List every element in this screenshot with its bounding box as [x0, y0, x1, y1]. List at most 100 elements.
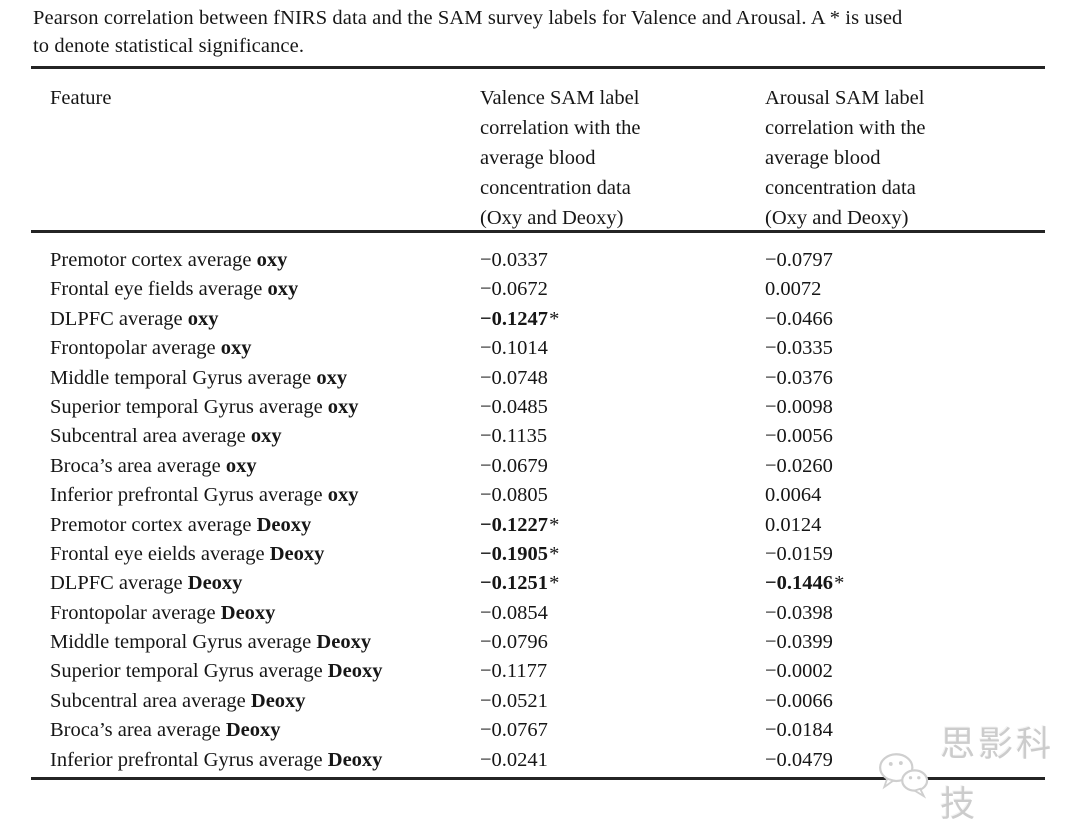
- feature-cell: Broca’s area average Deoxy: [50, 716, 480, 745]
- feature-modifier: oxy: [220, 337, 252, 360]
- valence-value: −0.0337: [480, 249, 548, 271]
- header-line: (Oxy and Deoxy): [480, 207, 624, 229]
- table-row: Frontal eye fields average oxy −0.0672 0.0…: [50, 275, 1047, 304]
- column-header-arousal: Arousal SAM label correlation with the a…: [765, 83, 1037, 233]
- valence-cell: −0.0337: [480, 246, 765, 275]
- table-row: Superior temporal Gyrus average oxy −0.04…: [50, 393, 1047, 422]
- feature-cell: DLPFC average Deoxy: [50, 569, 480, 598]
- arousal-cell: −0.0260: [765, 452, 1047, 481]
- feature-cell: Middle temporal Gyrus average oxy: [50, 364, 480, 393]
- arousal-value: −0.0159: [765, 542, 833, 565]
- table-row: Frontopolar average oxy −0.1014 −0.0335: [50, 334, 1047, 363]
- valence-value: −0.0672: [480, 278, 548, 301]
- feature-cell: Premotor cortex average Deoxy: [50, 511, 480, 540]
- valence-cell: −0.1135: [480, 422, 765, 451]
- feature-text: Frontopolar average: [50, 337, 216, 360]
- valence-cell: −0.1247*: [480, 305, 765, 334]
- valence-cell: −0.0854: [480, 599, 765, 628]
- arousal-cell: −0.0466: [765, 305, 1047, 334]
- arousal-cell: 0.0072: [765, 275, 1047, 304]
- arousal-value: −0.0002: [765, 660, 833, 683]
- valence-value: −0.0679: [480, 454, 548, 477]
- arousal-cell: 0.0124: [765, 511, 1047, 540]
- feature-text: Superior temporal Gyrus average: [50, 660, 323, 683]
- valence-value: −0.0805: [480, 484, 548, 507]
- feature-text: Broca’s area average: [50, 454, 221, 477]
- valence-cell: −0.0796: [480, 628, 765, 657]
- arousal-value: −0.0479: [765, 748, 833, 771]
- valence-cell: −0.1014: [480, 334, 765, 363]
- arousal-cell: −0.0335: [765, 334, 1047, 363]
- wechat-icon: [879, 753, 929, 799]
- feature-cell: Inferior prefrontal Gyrus average Deoxy: [50, 746, 480, 775]
- valence-cell: −0.0748: [480, 364, 765, 393]
- arousal-value: −0.0184: [765, 719, 833, 742]
- valence-value: −0.1177: [480, 660, 548, 683]
- valence-cell: −0.0805: [480, 481, 765, 510]
- feature-modifier: Deoxy: [269, 542, 325, 565]
- valence-cell: −0.0521: [480, 687, 765, 716]
- arousal-cell: −0.1446*: [765, 569, 1047, 598]
- feature-modifier: oxy: [225, 454, 257, 477]
- valence-value: −0.0796: [480, 631, 548, 654]
- significance-star: *: [549, 572, 560, 595]
- header-line: Valence SAM label: [480, 87, 640, 109]
- valence-value: −0.0521: [480, 689, 548, 712]
- caption-line-2: to denote statistical significance.: [33, 35, 305, 57]
- rule-top: [31, 66, 1045, 69]
- table-row: Subcentral area average Deoxy −0.0521 −0.0…: [50, 687, 1047, 716]
- valence-value: −0.0485: [480, 395, 548, 418]
- arousal-cell: −0.0184: [765, 716, 1047, 745]
- table-body: Premotor cortex average oxy −0.0337 −0.079…: [50, 246, 1047, 775]
- table-row: Inferior prefrontal Gyrus average Deoxy −…: [50, 746, 1047, 775]
- feature-modifier: oxy: [256, 249, 288, 271]
- table-row: Superior temporal Gyrus average Deoxy −0.…: [50, 657, 1047, 686]
- feature-modifier: oxy: [316, 366, 348, 389]
- arousal-cell: −0.0479: [765, 746, 1047, 775]
- feature-modifier: oxy: [267, 278, 299, 301]
- significance-star: *: [834, 572, 845, 595]
- feature-cell: Frontopolar average Deoxy: [50, 599, 480, 628]
- feature-text: DLPFC average: [50, 572, 183, 595]
- valence-value: −0.1014: [480, 337, 548, 360]
- arousal-value: −0.0066: [765, 689, 833, 712]
- feature-modifier: Deoxy: [316, 631, 372, 654]
- feature-text: Frontal eye eields average: [50, 542, 265, 565]
- table-row: Middle temporal Gyrus average Deoxy −0.07…: [50, 628, 1047, 657]
- arousal-value: −0.0466: [765, 307, 833, 330]
- arousal-value: 0.0124: [765, 513, 822, 536]
- valence-value: −0.1247: [480, 307, 549, 330]
- feature-text: Broca’s area average: [50, 719, 221, 742]
- feature-modifier: Deoxy: [327, 748, 383, 771]
- valence-cell: −0.1251*: [480, 569, 765, 598]
- feature-cell: DLPFC average oxy: [50, 305, 480, 334]
- arousal-cell: −0.0399: [765, 628, 1047, 657]
- valence-value: −0.0241: [480, 748, 548, 771]
- valence-cell: −0.0241: [480, 746, 765, 775]
- arousal-cell: 0.0064: [765, 481, 1047, 510]
- arousal-value: 0.0064: [765, 484, 822, 507]
- header-line: average blood: [480, 147, 596, 169]
- feature-modifier: Deoxy: [250, 689, 306, 712]
- table-row: Inferior prefrontal Gyrus average oxy −0.…: [50, 481, 1047, 510]
- table-row: Broca’s area average oxy −0.0679 −0.0260: [50, 452, 1047, 481]
- feature-cell: Middle temporal Gyrus average Deoxy: [50, 628, 480, 657]
- column-header-valence: Valence SAM label correlation with the a…: [480, 83, 752, 233]
- valence-cell: −0.1227*: [480, 511, 765, 540]
- feature-modifier: Deoxy: [256, 513, 312, 536]
- arousal-cell: −0.0159: [765, 540, 1047, 569]
- watermark: 思影科技: [876, 715, 1080, 835]
- table-caption: Pearson correlation between fNIRS data a…: [33, 4, 1053, 60]
- feature-modifier: Deoxy: [187, 572, 243, 595]
- feature-modifier: oxy: [327, 484, 359, 507]
- feature-cell: Inferior prefrontal Gyrus average oxy: [50, 481, 480, 510]
- feature-modifier: Deoxy: [220, 601, 276, 624]
- header-line: correlation with the: [480, 117, 641, 139]
- feature-text: Superior temporal Gyrus average: [50, 395, 323, 418]
- valence-value: −0.1905: [480, 542, 549, 565]
- feature-text: Inferior prefrontal Gyrus average: [50, 484, 323, 507]
- watermark-text: 思影科技: [940, 725, 1055, 824]
- valence-cell: −0.0767: [480, 716, 765, 745]
- table-row: Broca’s area average Deoxy −0.0767 −0.0184: [50, 716, 1047, 745]
- table-row: Premotor cortex average Deoxy −0.1227* 0.0…: [50, 511, 1047, 540]
